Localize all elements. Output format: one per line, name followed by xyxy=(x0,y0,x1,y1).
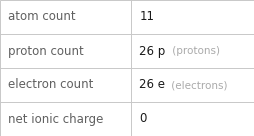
Text: (electrons): (electrons) xyxy=(168,80,228,90)
Text: 26 e: 26 e xyxy=(139,78,165,92)
Text: 26 p: 26 p xyxy=(139,44,166,58)
Text: electron count: electron count xyxy=(8,78,93,92)
Text: (protons): (protons) xyxy=(169,46,220,56)
Text: 0: 0 xyxy=(139,112,147,126)
Text: 11: 11 xyxy=(139,10,154,24)
Text: proton count: proton count xyxy=(8,44,84,58)
Text: net ionic charge: net ionic charge xyxy=(8,112,103,126)
Text: atom count: atom count xyxy=(8,10,75,24)
